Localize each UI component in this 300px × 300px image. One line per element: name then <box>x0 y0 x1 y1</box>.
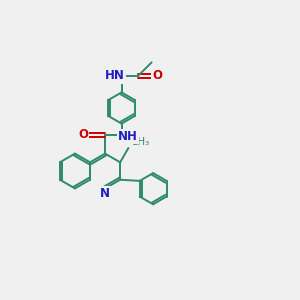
Text: NH: NH <box>118 130 138 143</box>
Text: CH₃: CH₃ <box>131 136 150 146</box>
Text: O: O <box>78 128 88 142</box>
Text: N: N <box>100 187 110 200</box>
Text: O: O <box>152 69 162 82</box>
Text: HN: HN <box>105 69 125 82</box>
